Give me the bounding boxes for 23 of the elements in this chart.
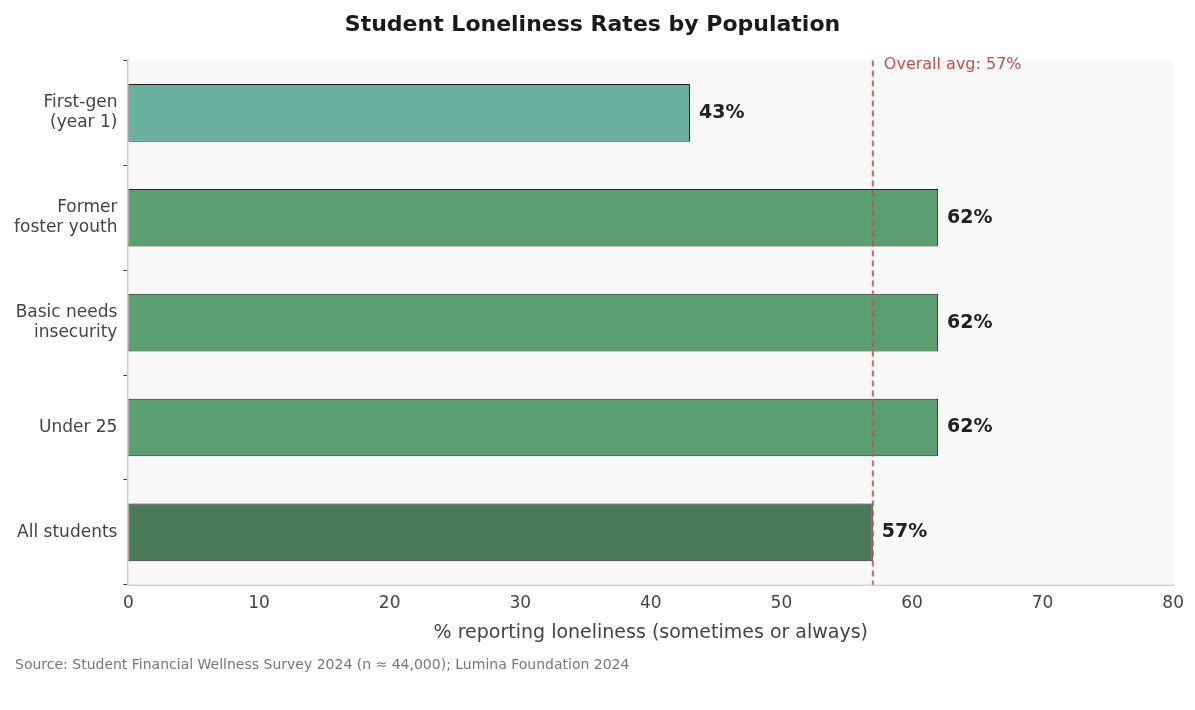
x-tick-label: 70 (1031, 592, 1054, 613)
x-tick-label: 10 (248, 592, 270, 613)
y-tick-label: All students (17, 520, 118, 541)
x-axis-title: % reporting loneliness (sometimes or always) (433, 619, 869, 642)
x-tick-label: 0 (123, 592, 134, 613)
chart-title: Student Loneliness Rates by Population (344, 10, 841, 36)
x-tick-label: 20 (378, 592, 401, 613)
data-label: 62% (947, 414, 993, 437)
data-label: 43% (698, 99, 745, 122)
y-tick-label: Under 25 (38, 415, 118, 436)
y-tick-label: Former foster youth (14, 195, 118, 237)
y-tick-label: First-gen (year 1) (43, 91, 118, 132)
x-tick-label: 30 (509, 592, 532, 613)
y-tick-label: Basic needs insecurity (15, 300, 118, 342)
data-label: 57% (881, 519, 928, 542)
x-tick-label: 60 (901, 592, 923, 613)
x-tick-label: 40 (639, 592, 662, 613)
x-tick-label: 80 (1162, 592, 1184, 613)
data-label: 62% (947, 309, 993, 332)
ref-line-label: Overall avg: 57% (883, 53, 1022, 73)
data-label: 62% (947, 204, 993, 227)
source-note: Source: Student Financial Wellness Survey 2024 (n ≈ 44,000); Lumina Foundation 2024 (15, 656, 631, 672)
x-tick-label: 50 (770, 592, 793, 613)
